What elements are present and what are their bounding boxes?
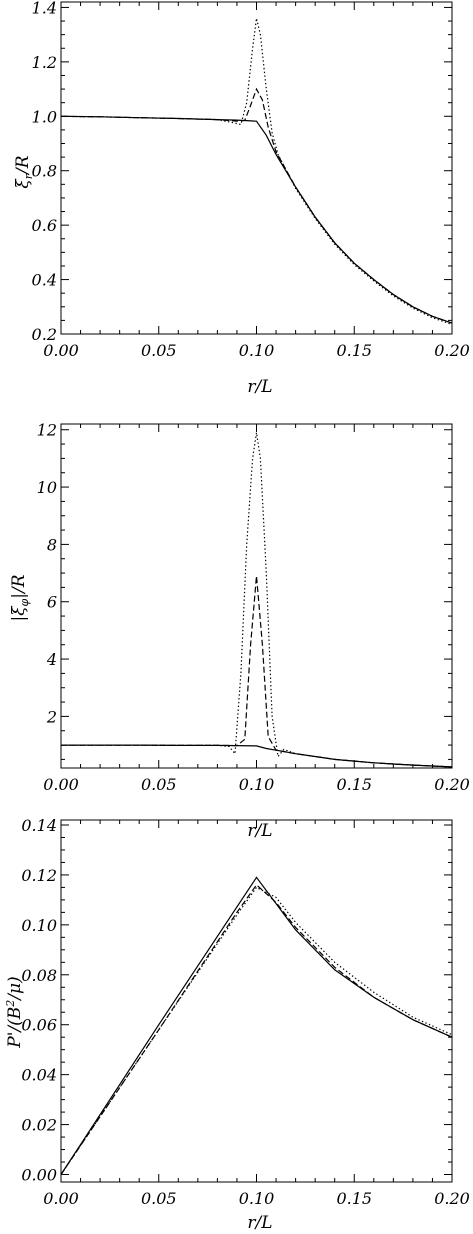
y-tick-label: 0.10 [21,916,57,935]
x-tick-label: 0.10 [239,775,275,794]
x-tick-label: 0.20 [434,341,470,360]
x-tick-label: 0.20 [434,1189,470,1208]
y-tick-label: 0.12 [21,866,57,885]
y-tick-label: 10 [37,478,57,497]
y-tick-label: 0.8 [32,162,57,181]
x-tick-label: 0.05 [141,341,177,360]
y-tick-label: 0.00 [21,1166,57,1185]
y-tick-label: 1.4 [32,0,57,17]
y-tick-label: 0.4 [32,271,57,290]
x-tick-label: 0.00 [43,775,79,794]
y-tick-label: 0.04 [21,1066,57,1085]
series-line-dashed [61,575,453,768]
y-axis-label: ξr/R [13,155,35,188]
series-line-dashed [60,884,453,1175]
x-tick-label: 0.10 [239,1189,275,1208]
series-line-solid [60,876,453,1175]
x-tick-label: 0.15 [336,1189,372,1208]
x-tick-label: 0.05 [141,775,177,794]
plot-frame [60,819,453,1183]
y-tick-label: 6 [47,593,57,612]
y-tick-label: 0.02 [21,1116,57,1135]
panel-xi-phi: r/L |ξφ|/R 0.00 0.05 0.10 0.15 0.20 2 4 6 8 10 12 [9,421,470,841]
y-tick-label: 0.6 [32,216,57,235]
y-tick-label: 0.2 [32,325,57,344]
x-tick-label: 0.00 [43,341,79,360]
x-axis-label: r/L [247,821,272,841]
plot-frame [60,423,453,769]
series-line-dotted [60,18,453,326]
y-axis-label: |ξφ|/R [9,574,31,621]
x-tick-label: 0.20 [434,775,470,794]
x-tick-label: 0.15 [336,341,372,360]
x-tick-label: 0.10 [239,341,275,360]
plot-frame [60,1,453,335]
y-tick-label: 12 [37,421,57,440]
y-tick-label: 0.08 [21,966,57,985]
x-tick-label: 0.00 [43,1189,79,1208]
x-tick-label: 0.05 [141,1189,177,1208]
y-tick-label: 1.0 [32,107,57,126]
series-line-dashed [60,87,453,324]
panel-xi-r: r/L ξr/R 0.00 0.05 0.10 0.15 0.20 0.2 0.4 0.6 0.… [13,0,470,397]
y-tick-label: 0.06 [21,1016,57,1035]
x-axis-label: r/L [247,377,272,397]
y-tick-label: 1.2 [32,53,57,72]
y-tick-label: 8 [47,535,57,554]
series-line-dotted [61,432,453,768]
series-line-solid [60,115,453,324]
x-axis-label: r/L [247,1213,272,1233]
y-tick-label: 4 [46,650,57,669]
y-tick-label: 0.14 [21,816,57,835]
y-axis-label: P'/(B2/μ) [4,976,25,1048]
series-line-dotted [60,886,453,1175]
panel-pressure: r/L P'/(B2/μ) 0.00 0.05 0.10 0.15 0.20 0.00 0.… [4,816,470,1233]
x-tick-label: 0.15 [336,775,372,794]
y-tick-label: 2 [46,707,57,726]
